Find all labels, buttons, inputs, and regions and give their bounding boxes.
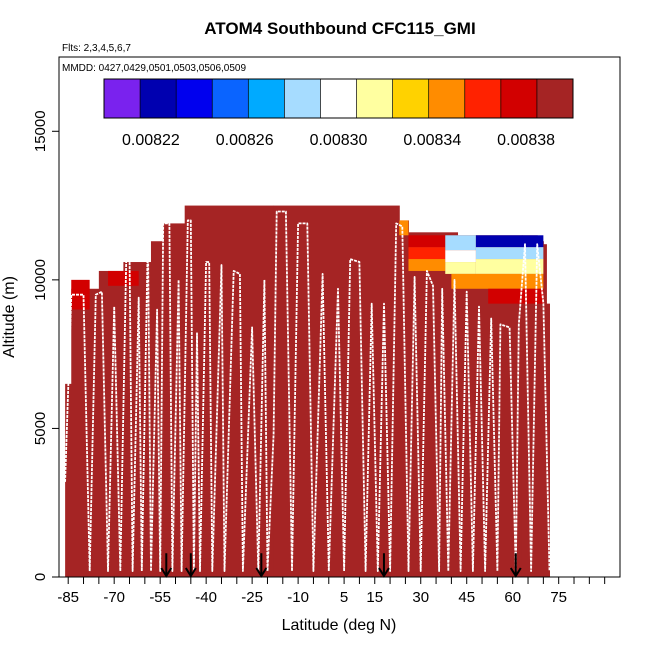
- heatmap-cell: [408, 247, 446, 260]
- heatmap-cell: [71, 294, 90, 310]
- heatmap-cell: [537, 241, 544, 577]
- colorbar-swatch: [356, 79, 393, 118]
- x-tick-label: -25: [241, 589, 263, 606]
- colorbar-tick-label: 0.00838: [497, 132, 555, 149]
- colorbar-tick-label: 0.00822: [122, 132, 180, 149]
- colorbar-swatch: [428, 79, 466, 118]
- y-tick-label: 10000: [32, 259, 49, 301]
- heatmap-cell: [475, 247, 544, 260]
- x-axis: -85 -70 -55 -40 -25 -10 5 15 30 45 60 75: [57, 577, 606, 606]
- descent-marker: [378, 553, 390, 578]
- x-tick-label: -85: [57, 589, 79, 606]
- heatmap-cell: [408, 232, 459, 577]
- x-tick-label: 60: [504, 589, 521, 606]
- heatmap-cell: [445, 262, 476, 274]
- colorbar-swatch: [104, 79, 141, 118]
- heatmap-cell: [163, 223, 186, 577]
- x-tick-label: -10: [287, 589, 309, 606]
- colorbar-swatch: [464, 79, 502, 118]
- heatmap-cell: [488, 288, 544, 304]
- colorbar-swatch: [248, 79, 285, 118]
- x-tick-label: 5: [340, 589, 348, 606]
- heatmap-cell: [65, 383, 72, 577]
- x-tick-label: 45: [458, 589, 475, 606]
- flight-track: [64, 210, 551, 572]
- heatmap-cell: [445, 250, 476, 263]
- x-axis-label: Latitude (deg N): [282, 617, 397, 634]
- y-axis-label: Altitude (m): [1, 276, 18, 358]
- heatmap-cell: [108, 270, 139, 286]
- x-tick-label: 30: [412, 589, 429, 606]
- descent-marker: [184, 553, 197, 578]
- x-tick-label: -40: [195, 589, 217, 606]
- x-tick-label: -70: [103, 589, 125, 606]
- colorbar-swatch: [320, 79, 357, 118]
- chart-subtitle-dates: MMDD: 0427,0429,0501,0503,0506,0509: [62, 63, 246, 74]
- y-tick-label: 5000: [32, 412, 49, 445]
- plot-frame: [58, 56, 621, 578]
- x-tick-label: -55: [149, 589, 171, 606]
- colorbar-tick-label: 0.00826: [216, 132, 274, 149]
- heatmap-cell: [71, 288, 100, 577]
- y-tick-label: 0: [32, 573, 49, 581]
- colorbar-swatch: [212, 79, 249, 118]
- colorbar-tick-label: 0.00834: [403, 132, 461, 149]
- heatmap-cell: [445, 235, 476, 251]
- colorbar-tick-label: 0.00830: [310, 132, 368, 149]
- heatmap-cell: [451, 273, 544, 289]
- y-axis: 0 5000 10000 15000: [32, 110, 59, 581]
- heatmap-cell: [399, 220, 409, 577]
- chart-title: ATOM4 Southbound CFC115_GMI: [204, 19, 475, 38]
- y-tick-label: 15000: [32, 110, 49, 152]
- heatmap-cell: [475, 235, 544, 248]
- colorbar: 0.00822 0.00826 0.00830 0.00834 0.00838: [103, 78, 574, 149]
- heatmap-cell: [475, 259, 544, 274]
- colorbar-swatch: [284, 79, 321, 118]
- x-tick-label: 75: [550, 589, 567, 606]
- x-tick-label: 15: [366, 589, 383, 606]
- descent-markers: [160, 553, 522, 578]
- colorbar-swatch: [140, 79, 177, 118]
- heatmap-cell: [543, 244, 547, 577]
- heatmap-cell: [408, 259, 446, 271]
- colorbar-swatch: [392, 79, 429, 118]
- heatmap-cell: [521, 235, 538, 577]
- chart-subtitle-flights: Flts: 2,3,4,5,6,7: [62, 43, 131, 54]
- colorbar-swatch: [176, 79, 213, 118]
- heatmap-cell: [408, 235, 446, 248]
- colorbar-swatch: [536, 79, 574, 118]
- descent-marker: [509, 553, 522, 578]
- flight-track-layer: [64, 210, 551, 572]
- colorbar-swatch: [500, 79, 538, 118]
- heatmap-cell: [71, 279, 90, 295]
- descent-marker: [255, 553, 268, 578]
- descent-marker: [160, 553, 173, 578]
- heatmap-cell: [399, 220, 409, 236]
- heatmap-cell: [546, 303, 550, 577]
